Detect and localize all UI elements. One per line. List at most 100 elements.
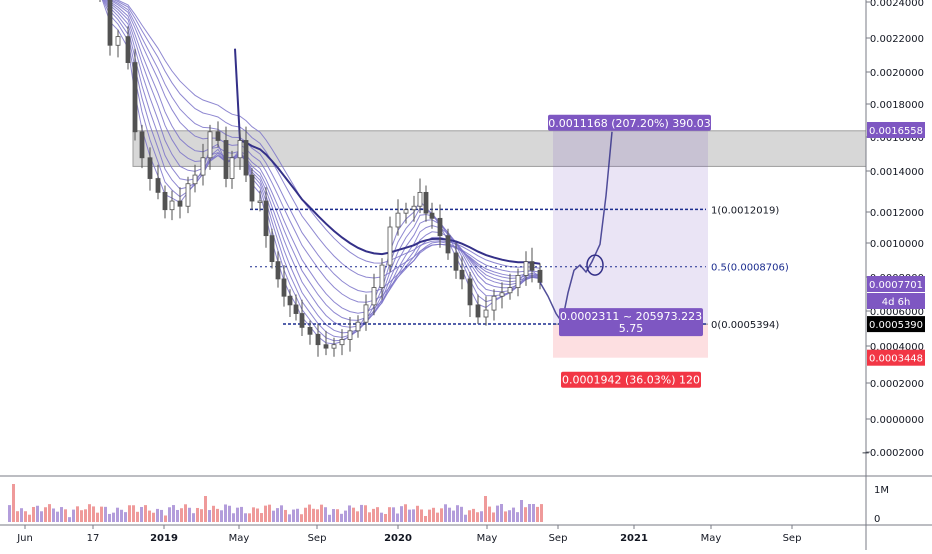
volume-bar <box>248 513 251 522</box>
volume-bar <box>540 504 543 522</box>
candle-body <box>445 235 451 254</box>
volume-bar <box>496 505 499 522</box>
time-tick-label: Jun <box>16 533 33 544</box>
volume-bar <box>440 508 443 522</box>
candle-body <box>363 304 369 323</box>
volume-bar <box>100 506 103 522</box>
ema-ribbon-line <box>102 0 541 342</box>
volume-bar <box>140 506 143 522</box>
price-tick-label: 0.0024000 <box>870 0 924 9</box>
volume-bar <box>128 505 131 522</box>
candle-body <box>243 140 249 176</box>
candle-body <box>453 252 459 271</box>
candle-body <box>429 212 435 219</box>
ema-ribbon-line <box>116 0 541 269</box>
volume-bar <box>56 511 59 522</box>
volume-bar <box>460 506 463 522</box>
volume-bar <box>280 505 283 522</box>
fib-retracement-layer: 1(0.0012019) 0.5(0.0008706) 0(0.0005394) <box>250 205 789 331</box>
volume-tick-label: 1M <box>874 485 889 496</box>
volume-bar <box>372 508 375 522</box>
candle-body <box>417 191 423 207</box>
volume-bar <box>512 507 515 522</box>
volume-bar <box>504 511 507 522</box>
volume-bar <box>20 508 23 522</box>
volume-bar <box>184 504 187 522</box>
volume-bar <box>60 507 63 522</box>
target-label: 0.0011168 (207.20%) 390.03 <box>548 114 711 131</box>
volume-bar <box>24 511 27 522</box>
volume-bar <box>32 506 35 522</box>
volume-bar <box>488 506 491 522</box>
volume-bar <box>324 507 327 522</box>
volume-bar <box>500 504 503 522</box>
volume-bar <box>148 510 151 522</box>
volume-bar <box>344 510 347 522</box>
volume-bar <box>472 508 475 522</box>
volume-bar <box>48 504 51 522</box>
volume-bar <box>180 508 183 522</box>
candle-body <box>475 304 481 318</box>
target-label-bg <box>548 114 711 131</box>
price-tick-label: 0.0006000 <box>870 307 924 318</box>
volume-bar <box>188 507 191 522</box>
price-tick-label: 0.0020000 <box>870 68 924 79</box>
fib-level-label: 0(0.0005394) <box>711 320 779 331</box>
candle-body <box>207 131 213 159</box>
volume-bar <box>436 512 439 522</box>
volume-bar <box>408 509 411 522</box>
volume-bar <box>96 512 99 522</box>
volume-bar <box>360 504 363 522</box>
volume-bar <box>200 509 203 522</box>
candle-body <box>287 295 293 306</box>
volume-bar <box>320 504 323 522</box>
candle-body <box>395 212 401 228</box>
projection-path-layer <box>539 131 613 325</box>
candle-body <box>323 344 329 349</box>
volume-bar <box>412 509 415 522</box>
price-tick-label: 0.0004000 <box>870 342 924 353</box>
volume-layer <box>8 484 543 522</box>
volume-bar <box>292 509 295 522</box>
price-tick-label: 0.0010000 <box>870 239 924 250</box>
candle-body <box>355 321 361 332</box>
candle-body <box>257 200 263 203</box>
volume-bar <box>400 506 403 522</box>
last-close-tag: 0.0007701 <box>869 280 923 291</box>
volume-bar <box>8 505 11 522</box>
candle-body <box>371 287 377 306</box>
ema-ribbon-layer <box>101 0 541 345</box>
ema-ribbon-line <box>103 0 541 338</box>
volume-bar <box>516 512 519 522</box>
volume-bar <box>364 505 367 522</box>
volume-bar <box>416 505 419 522</box>
volume-bar <box>272 510 275 522</box>
volume-bar <box>484 496 487 522</box>
volume-bar <box>276 508 279 522</box>
time-tick-label: May <box>229 533 250 544</box>
candle-body <box>177 200 183 207</box>
candle-body <box>281 278 287 297</box>
zone-top-tag-bg <box>867 122 925 138</box>
candle-body <box>155 178 161 193</box>
volume-bar <box>172 505 175 522</box>
candle-body <box>223 140 229 179</box>
volume-bar <box>468 510 471 522</box>
target-label-text: 0.0011168 (207.20%) 390.03 <box>548 117 711 130</box>
volume-bar <box>316 509 319 522</box>
volume-bar <box>112 512 115 522</box>
volume-bar <box>420 509 423 522</box>
volume-bar <box>16 511 19 522</box>
volume-bar <box>232 513 235 522</box>
volume-bar <box>256 508 259 522</box>
candle-body <box>115 36 121 46</box>
price-tick-label: 0.0012000 <box>870 208 924 219</box>
volume-bar <box>196 507 199 522</box>
volume-bar <box>396 513 399 522</box>
projection-path <box>539 131 613 325</box>
volume-bar <box>284 509 287 522</box>
